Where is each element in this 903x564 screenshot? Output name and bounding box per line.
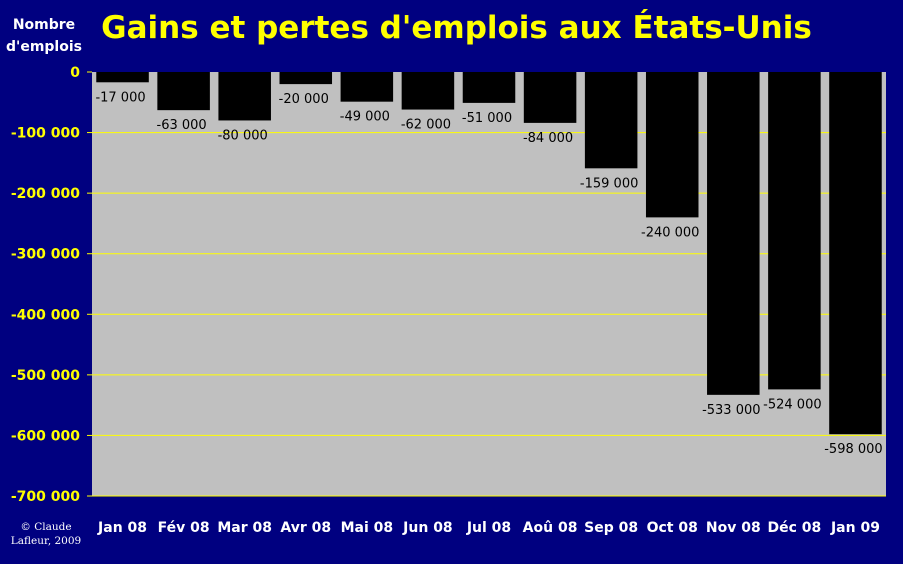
bar xyxy=(707,72,760,395)
y-tick-label: -600 000 xyxy=(11,428,80,444)
data-label: -159 000 xyxy=(580,176,638,191)
x-tick-label: Jan 08 xyxy=(97,520,147,536)
x-tick-label: Nov 08 xyxy=(706,520,761,536)
data-label: -20 000 xyxy=(279,92,329,107)
copyright-credit: © Claude Lafleur, 2009 xyxy=(10,520,82,548)
bar xyxy=(829,72,882,435)
bar xyxy=(523,72,577,123)
data-label: -524 000 xyxy=(763,397,821,412)
x-tick-label: Aoû 08 xyxy=(523,520,578,536)
y-axis-label-line: Nombre xyxy=(12,17,76,33)
data-label: -17 000 xyxy=(95,90,145,105)
y-tick-label: -100 000 xyxy=(11,126,80,142)
data-label: -533 000 xyxy=(702,403,760,418)
data-labels: -17 000 -63 000 -80 000 -20 000 -49 000 -62 0… xyxy=(95,90,882,457)
bar xyxy=(157,72,210,111)
data-label: -240 000 xyxy=(641,225,699,240)
bar xyxy=(584,72,638,169)
y-tick-label: -400 000 xyxy=(11,307,80,323)
bar xyxy=(218,72,271,121)
x-tick-label: Avr 08 xyxy=(280,520,331,536)
bar xyxy=(340,72,394,102)
plot-area xyxy=(92,72,886,496)
x-tick-label: Fév 08 xyxy=(158,520,210,536)
data-label: -80 000 xyxy=(218,128,268,143)
x-axis-ticks: Jan 08 Fév 08 Mar 08 Avr 08 Mai 08 Jun 08 Jul … xyxy=(97,520,880,536)
x-tick-label: Jan 09 xyxy=(830,520,880,536)
y-tick-label: -200 000 xyxy=(11,186,80,202)
x-tick-label: Mai 08 xyxy=(341,520,394,536)
chart-title: Gains et pertes d'emplois aux États-Unis xyxy=(101,10,812,46)
x-tick-label: Sep 08 xyxy=(584,520,638,536)
data-label: -49 000 xyxy=(340,110,390,125)
data-label: -598 000 xyxy=(824,442,882,457)
y-axis-label: Nombre d'emplois xyxy=(0,14,88,58)
bar xyxy=(279,72,333,85)
bar xyxy=(645,72,699,218)
y-tick-label: -300 000 xyxy=(11,247,80,263)
data-label: -63 000 xyxy=(157,118,207,133)
y-axis-label-line: d'emplois xyxy=(6,39,82,55)
data-label: -62 000 xyxy=(401,118,451,133)
credit-line: © Claude xyxy=(20,521,72,533)
y-tick-label: -700 000 xyxy=(11,489,80,505)
bar xyxy=(768,72,821,390)
x-tick-label: Déc 08 xyxy=(767,520,821,536)
x-tick-label: Mar 08 xyxy=(217,520,272,536)
bar xyxy=(462,72,516,103)
bar xyxy=(401,72,455,110)
x-tick-label: Jul 08 xyxy=(466,520,511,536)
x-tick-label: Jun 08 xyxy=(402,520,453,536)
y-tick-label: -500 000 xyxy=(11,368,80,384)
credit-line: Lafleur, 2009 xyxy=(10,535,82,547)
data-label: -84 000 xyxy=(523,131,573,146)
bar xyxy=(96,72,149,83)
y-axis-ticks: 0 -100 000 -200 000 -300 000 -400 000 -500 00… xyxy=(11,65,92,505)
y-tick-label: 0 xyxy=(70,65,80,81)
bars xyxy=(96,72,882,435)
data-label: -51 000 xyxy=(462,111,512,126)
x-tick-label: Oct 08 xyxy=(647,520,698,536)
